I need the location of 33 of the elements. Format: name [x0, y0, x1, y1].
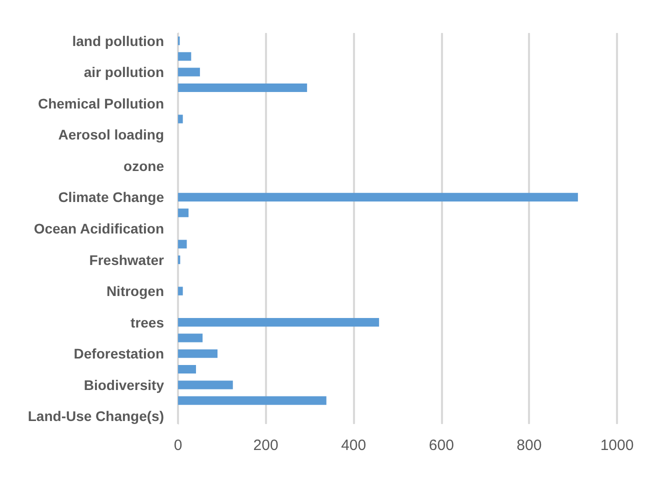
bar [178, 83, 308, 92]
x-tick-label: 1000 [600, 437, 634, 454]
bar [178, 240, 187, 248]
bar [178, 380, 233, 390]
y-tick-label: ozone [124, 158, 164, 174]
y-tick-label: trees [130, 314, 164, 330]
x-tick-label: 0 [174, 437, 182, 454]
x-tick-label: 800 [516, 437, 542, 454]
bar [178, 286, 183, 296]
y-tick-label: Aerosol loading [58, 126, 164, 143]
bar [178, 349, 218, 358]
bar [178, 52, 192, 61]
y-tick-label: Biodiversity [84, 376, 164, 393]
x-tick-label: 400 [341, 437, 366, 454]
bar [178, 364, 196, 374]
y-tick-label: air pollution [84, 64, 164, 80]
bar [178, 192, 578, 202]
bar [178, 114, 183, 124]
y-tick-label: Chemical Pollution [38, 95, 164, 112]
x-tick-label: 200 [253, 437, 278, 454]
y-tick-label: Deforestation [74, 346, 164, 362]
y-tick-label: Freshwater [89, 252, 165, 268]
x-tick-label: 600 [428, 437, 454, 454]
y-tick-label: Ocean Acidification [34, 220, 164, 236]
bar [178, 334, 203, 342]
bar [178, 396, 326, 405]
y-tick-label: Climate Change [58, 189, 164, 206]
y-tick-label: Nitrogen [106, 283, 164, 300]
bar [178, 68, 200, 76]
bar [178, 318, 380, 327]
bar [178, 208, 189, 218]
y-tick-label: land pollution [72, 32, 164, 49]
y-tick-label: Land-Use Change(s) [28, 408, 164, 424]
